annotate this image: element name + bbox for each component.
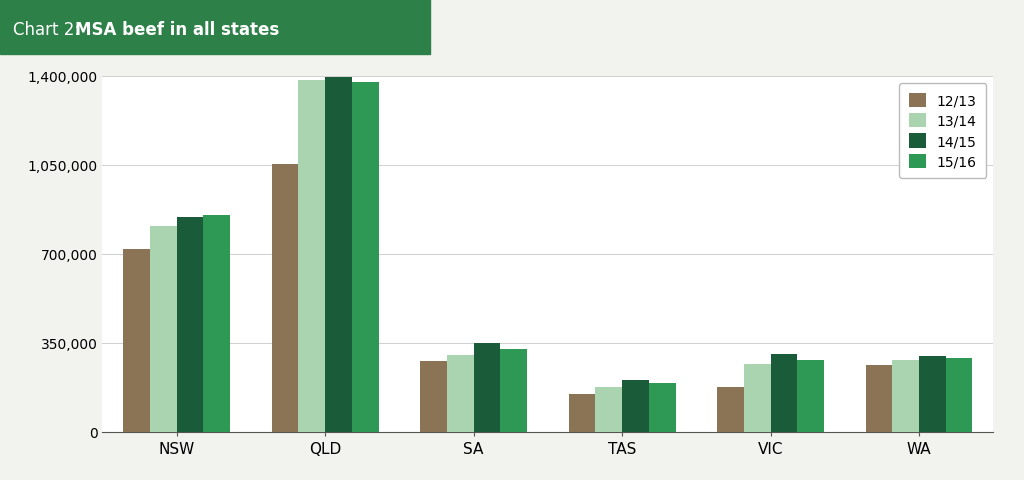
Bar xyxy=(271,164,298,432)
Bar xyxy=(150,227,176,432)
Text: Chart 2:: Chart 2: xyxy=(13,22,85,39)
Bar xyxy=(204,215,230,432)
Bar xyxy=(743,364,770,432)
Bar xyxy=(717,387,743,432)
Bar xyxy=(946,358,973,432)
Bar xyxy=(865,366,892,432)
Bar xyxy=(798,360,824,432)
Bar xyxy=(501,349,527,432)
Bar xyxy=(568,395,595,432)
Bar xyxy=(123,249,150,432)
Bar xyxy=(298,81,326,432)
Bar xyxy=(176,217,204,432)
Bar xyxy=(595,387,622,432)
Bar xyxy=(473,344,501,432)
Bar xyxy=(352,83,379,432)
Legend: 12/13, 13/14, 14/15, 15/16: 12/13, 13/14, 14/15, 15/16 xyxy=(899,84,986,179)
Bar xyxy=(420,361,446,432)
Bar xyxy=(446,355,473,432)
Bar xyxy=(920,356,946,432)
Text: MSA beef in all states: MSA beef in all states xyxy=(76,22,280,39)
Bar xyxy=(326,78,352,432)
Bar xyxy=(622,380,649,432)
Bar xyxy=(892,360,920,432)
Bar xyxy=(770,355,798,432)
Bar xyxy=(649,384,676,432)
